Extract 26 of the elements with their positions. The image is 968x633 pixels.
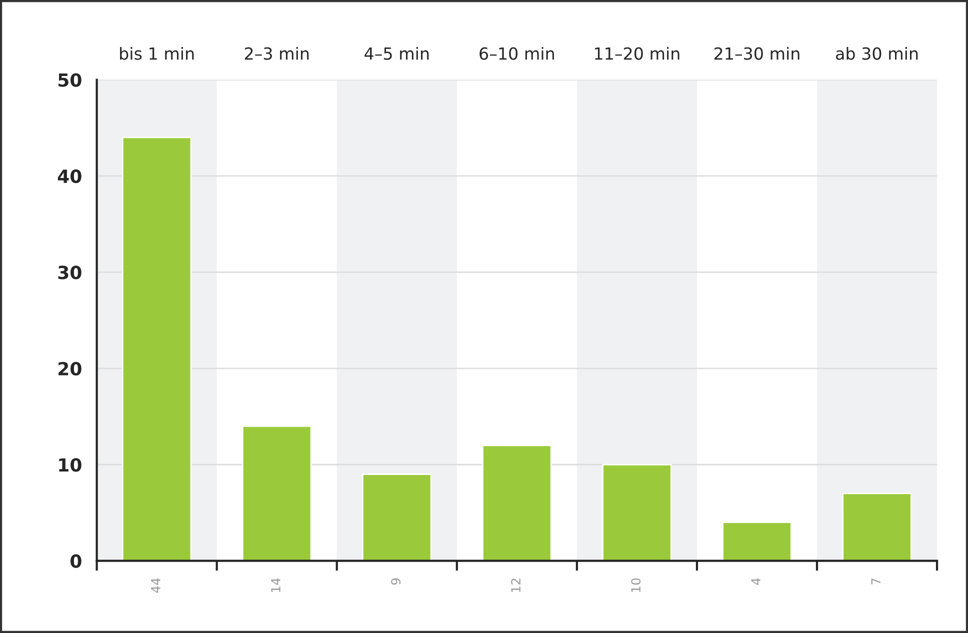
x-tick-label: 6–10 min <box>480 46 554 60</box>
x-tick-label: 2–3 min <box>244 46 309 60</box>
bar <box>602 464 672 561</box>
x-tick-label: 21–30 min <box>714 46 800 60</box>
y-tick-label: 20 <box>58 362 82 376</box>
y-tick-label: 10 <box>59 458 82 472</box>
y-tick-label: 50 <box>58 73 82 87</box>
data-label: 12 <box>511 578 520 592</box>
data-label: 7 <box>871 578 880 584</box>
data-label: 4 <box>751 578 760 585</box>
data-label: 14 <box>271 578 280 592</box>
x-tick-label: 4–5 min <box>364 46 429 60</box>
x-tick-label: bis 1 min <box>120 46 194 60</box>
y-tick-label: 0 <box>70 554 82 568</box>
y-tick-label: 30 <box>58 266 82 280</box>
bar <box>242 425 312 561</box>
data-label: 10 <box>631 578 641 592</box>
bar <box>722 522 792 561</box>
y-tick-label: 40 <box>58 169 82 184</box>
data-label: 9 <box>391 578 401 585</box>
bar <box>842 492 912 561</box>
data-label: 44 <box>151 578 160 593</box>
x-tick-label: 11–20 min <box>595 46 680 60</box>
bar <box>362 474 432 561</box>
x-tick-label: ab 30 min <box>836 46 918 60</box>
bar <box>482 444 552 561</box>
